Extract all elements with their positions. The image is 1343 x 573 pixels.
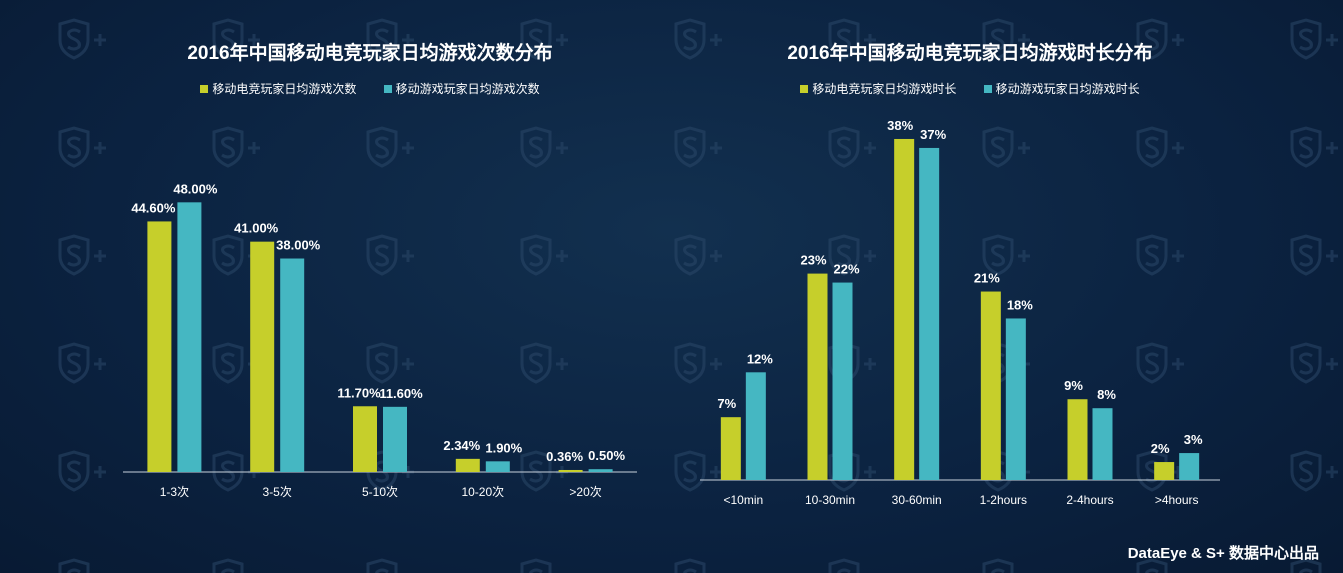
legend-swatch-teal xyxy=(383,84,392,93)
legend-label: 移动电竞玩家日均游戏次数 xyxy=(212,82,357,96)
data-label: 12% xyxy=(747,351,773,366)
chart-title: 2016年中国移动电竞玩家日均游戏次数分布 xyxy=(187,43,553,64)
x-tick-label: 2-4hours xyxy=(1066,493,1113,507)
chart-title: 2016年中国移动电竞玩家日均游戏时长分布 xyxy=(787,43,1153,64)
data-label: 11.70% xyxy=(337,385,381,400)
chart-legend: 移动电竞玩家日均游戏次数 移动游戏玩家日均游戏次数 xyxy=(80,80,660,97)
legend-label: 移动游戏玩家日均游戏时长 xyxy=(995,82,1140,96)
bar-mobile-1 xyxy=(280,258,305,472)
data-label: 38.00% xyxy=(276,238,321,253)
x-tick-label: 3-5次 xyxy=(263,485,292,499)
bar-esports-2 xyxy=(353,406,377,472)
bar-mobile-3 xyxy=(1005,318,1026,480)
footer-credit: DataEye & S+ 数据中心出品 xyxy=(1127,545,1319,562)
bar-mobile-0 xyxy=(177,202,202,472)
bar-mobile-5 xyxy=(1179,453,1200,480)
legend-swatch-yellow xyxy=(800,84,809,93)
bar-esports-4 xyxy=(1067,399,1088,480)
data-label: 11.60% xyxy=(379,386,423,401)
bar-mobile-2 xyxy=(919,147,940,480)
bar-esports-1 xyxy=(250,241,275,472)
data-label: 21% xyxy=(974,271,1000,286)
data-label: 38% xyxy=(887,118,913,133)
x-tick-label: <10min xyxy=(723,493,763,507)
x-tick-label: 1-3次 xyxy=(160,485,189,499)
x-tick-label: >4hours xyxy=(1155,493,1199,507)
x-tick-label: 10-30min xyxy=(805,493,855,507)
bar-esports-0 xyxy=(720,417,741,480)
chart-daily-sessions: 2016年中国移动电竞玩家日均游戏次数分布 移动电竞玩家日均游戏次数 移动游戏玩… xyxy=(80,0,660,520)
data-label: 22% xyxy=(833,262,859,277)
data-label: 9% xyxy=(1064,378,1083,393)
legend-swatch-teal xyxy=(983,84,992,93)
legend-item-mobile-players: 移动游戏玩家日均游戏次数 xyxy=(383,80,540,97)
chart-legend: 移动电竞玩家日均游戏时长 移动游戏玩家日均游戏时长 xyxy=(690,80,1250,97)
bar-esports-1 xyxy=(807,273,828,480)
legend-swatch-yellow xyxy=(200,84,209,93)
legend-item-esports-players: 移动电竞玩家日均游戏次数 xyxy=(200,80,356,97)
bar-plot-area: 44.60% 48.00% 1-3次 41.00% 38.00% 3-5次 11.70%11… xyxy=(123,181,637,499)
chart-daily-duration: 2016年中国移动电竞玩家日均游戏时长分布 移动电竞玩家日均游戏时长 移动游戏玩… xyxy=(690,0,1250,520)
bar-mobile-4 xyxy=(588,469,613,472)
bar-mobile-0 xyxy=(745,372,766,480)
data-label: 7% xyxy=(717,396,736,411)
bar-mobile-3 xyxy=(485,461,510,472)
x-tick-label: 1-2hours xyxy=(980,493,1027,507)
bar-esports-2 xyxy=(894,138,915,480)
bar-esports-0 xyxy=(147,221,172,472)
legend-item-esports-players: 移动电竞玩家日均游戏时长 xyxy=(800,80,956,97)
x-tick-label: >20次 xyxy=(569,485,601,499)
data-label: 8% xyxy=(1097,387,1116,402)
bar-mobile-2 xyxy=(383,406,407,472)
legend-item-mobile-players: 移动游戏玩家日均游戏时长 xyxy=(983,80,1140,97)
x-tick-label: 30-60min xyxy=(892,493,942,507)
data-label: 18% xyxy=(1007,297,1033,312)
bar-esports-3 xyxy=(455,458,480,472)
x-tick-label: 5-10次 xyxy=(362,485,398,499)
data-label: 37% xyxy=(920,127,946,142)
data-label: 41.00% xyxy=(234,221,279,236)
data-label: 48.00% xyxy=(173,181,218,196)
data-label: 2% xyxy=(1151,441,1170,456)
data-label: 0.36% xyxy=(546,449,583,464)
x-tick-label: 10-20次 xyxy=(461,485,504,499)
data-label: 3% xyxy=(1184,432,1203,447)
legend-label: 移动电竞玩家日均游戏时长 xyxy=(812,82,957,96)
bar-mobile-4 xyxy=(1092,408,1113,480)
legend-label: 移动游戏玩家日均游戏次数 xyxy=(395,82,540,96)
data-label: 44.60% xyxy=(131,200,176,215)
data-label: 1.90% xyxy=(485,440,522,455)
bar-esports-3 xyxy=(980,291,1001,480)
data-label: 2.34% xyxy=(443,438,480,453)
bar-plot-area: 7% 12% <10min 23% 22% 10-30min 38% 37% 30-60min 2… xyxy=(700,118,1220,507)
bar-mobile-1 xyxy=(832,282,853,480)
bar-esports-4 xyxy=(558,469,583,472)
bar-esports-5 xyxy=(1154,462,1175,480)
data-label: 0.50% xyxy=(588,448,625,463)
data-label: 23% xyxy=(800,253,826,268)
